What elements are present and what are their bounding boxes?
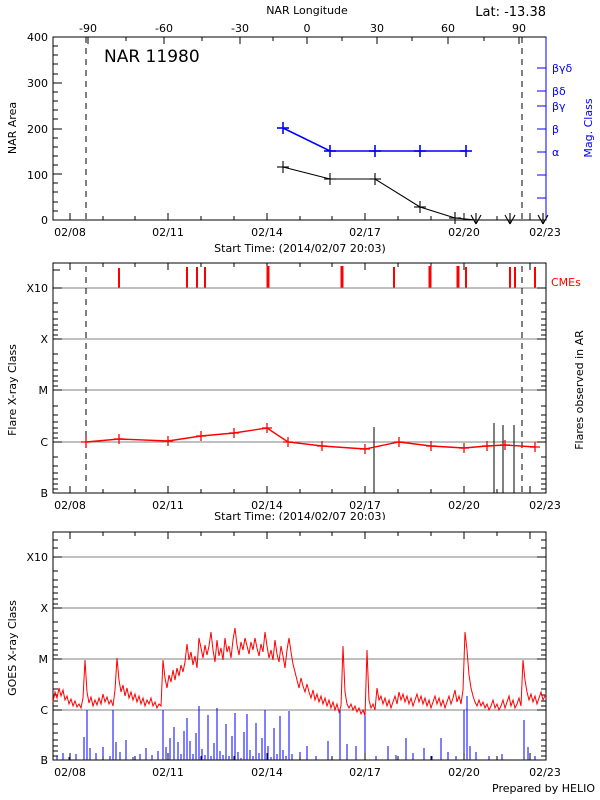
y-tick-label: X [40,602,48,615]
cme-label: CMEs [551,276,581,289]
y-tick-label: X10 [26,551,48,564]
y2-tick-label: α [552,146,559,159]
y-tick-label: 100 [27,169,48,182]
y-tick-label: C [40,704,48,717]
x-tick-label: 02/23 [529,766,561,779]
y-tick-label: B [40,754,48,767]
nar-area-series [277,161,549,225]
x-tick-label: 02/11 [152,226,184,239]
x-tick-label: 02/20 [448,226,480,239]
goes-top-ticks [69,532,531,539]
goes-xray-svg: X10 X M C B [6,531,595,795]
y-tick-label: X [40,333,48,346]
top-ticks [87,37,520,44]
figure-footer: Prepared by HELIO [492,782,595,795]
y-tick-label: 300 [27,77,48,90]
y-axis-title: NAR Area [6,102,19,154]
bottom-tick-labels: 02/08 02/11 02/14 02/17 02/20 02/23 [54,226,561,239]
y2-axis-title: Flares observed in AR [573,330,586,450]
y-tick-label: X10 [26,282,48,295]
y-tick-label: M [39,384,49,397]
cme-marks [118,266,536,288]
nar-title: NAR 11980 [104,47,200,67]
x-tick-label: 02/20 [448,766,480,779]
y-tick-label: M [39,653,49,666]
goes-bottom-ticks [69,753,531,760]
x-tick-label: 02/20 [448,499,480,512]
top-tick: -60 [155,22,173,35]
x-tick-label: 02/14 [251,766,283,779]
panel-flare-class: CMEs X10 X M C B [0,258,600,520]
top-tick: 0 [304,22,311,35]
mag-class-series [277,122,472,157]
flare-right-ticks [537,287,546,490]
top-axis-ticklabels: -90 -60 -30 0 30 60 90 [79,22,526,35]
flare-x-tick-labels: 02/08 02/11 02/14 02/17 02/20 02/23 [54,499,561,512]
flare-class-svg: CMEs X10 X M C B [6,262,586,520]
y2-axis-mag-class: βγδ βδ βγ β α Mag. Class [537,62,595,199]
goes-y-axis: X10 X M C B [6,539,62,767]
y2-axis-title: Mag. Class [582,98,595,157]
x-axis-title-top-panel: Start Time: (2014/02/07 20:03) [214,242,386,255]
x-axis-title-middle-panel: Start Time: (2014/02/07 20:03) [214,510,386,520]
x-tick-label: 02/17 [349,766,381,779]
top-tick: -30 [231,22,249,35]
panel-nar-area: Lat: -13.38 NAR Longitude -90 -60 -30 0 … [0,0,600,258]
x-tick-label: 02/14 [251,499,283,512]
y2-tick-label: β [552,123,559,136]
x-tick-label: 02/08 [54,226,86,239]
top-tick: -90 [79,22,97,35]
goes-long-channel-series [52,627,547,717]
y-axis-nar-area: 400 300 200 100 0 NAR Area [6,31,62,227]
x-tick-label: 02/23 [529,499,561,512]
goes-x-tick-labels: 02/08 02/11 02/14 02/17 02/20 02/23 [54,766,561,779]
zero-area-arrows [470,213,549,225]
flare-class-series [81,423,540,454]
top-axis-title: NAR Longitude [266,4,348,17]
top-tick: 60 [441,22,455,35]
goes-plot-frame [52,531,547,761]
x-tick-label: 02/11 [152,766,184,779]
x-tick-label: 02/14 [251,226,283,239]
flare-y-axis: X10 X M C B Flare X-r [6,282,586,500]
goes-short-channel-series [56,696,536,760]
y-tick-label: 200 [27,123,48,136]
flare-gridlines [53,287,546,443]
y-axis-title: GOES X-ray Class [6,600,19,696]
top-tick: 30 [370,22,384,35]
x-tick-label: 02/17 [349,226,381,239]
top-tick: 90 [512,22,526,35]
y-axis-title: Flare X-ray Class [6,344,19,436]
y-tick-label: C [40,436,48,449]
bottom-ticks [69,213,531,220]
goes-right-ticks [537,539,546,757]
x-tick-label: 02/11 [152,499,184,512]
nar-area-svg: Lat: -13.38 NAR Longitude -90 -60 -30 0 … [6,4,595,255]
flare-bottom-ticks [69,486,531,493]
y2-tick-label: βγ [552,100,566,113]
y2-tick-label: βγδ [552,62,573,75]
latitude-annotation: Lat: -13.38 [475,5,546,20]
panel-goes-xray: X10 X M C B [0,520,600,800]
flares-in-ar-bars [373,423,515,493]
y-tick-label: 400 [27,31,48,44]
x-tick-label: 02/23 [529,226,561,239]
x-tick-label: 02/17 [349,499,381,512]
x-tick-label: 02/08 [54,766,86,779]
y-tick-label: B [40,487,48,500]
y2-tick-label: βδ [552,85,566,98]
x-tick-label: 02/08 [54,499,86,512]
y-tick-label: 0 [41,214,48,227]
